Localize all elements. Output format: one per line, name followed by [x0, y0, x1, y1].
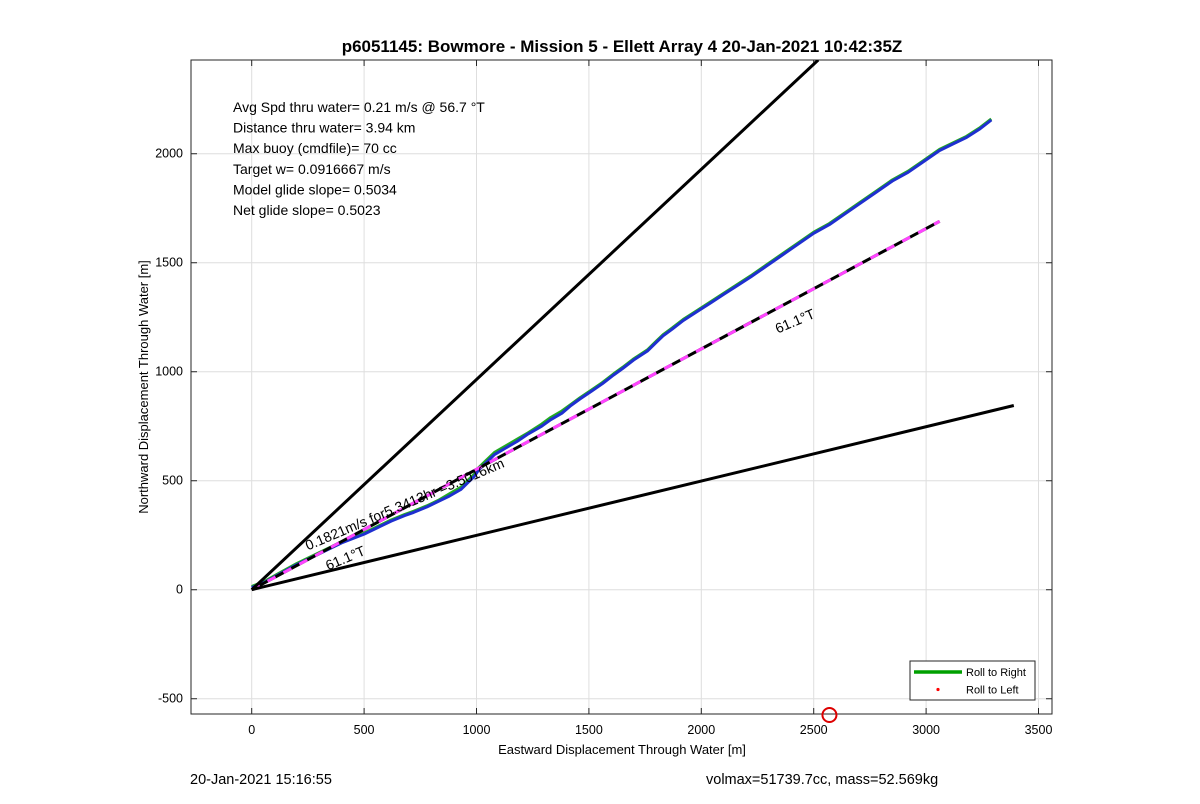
- legend-label: Roll to Left: [966, 685, 1019, 697]
- y-tick-label: 500: [162, 474, 183, 488]
- y-axis-label: Northward Displacement Through Water [m]: [136, 260, 151, 514]
- series-cone-upper: [250, 60, 820, 591]
- stat-line: Avg Spd thru water= 0.21 m/s @ 56.7 °T: [233, 99, 485, 115]
- legend-box: [909, 660, 1036, 701]
- x-tick-label: 2000: [687, 723, 715, 737]
- stat-line: Net glide slope= 0.5023: [233, 202, 381, 218]
- plot-area: 0 500 1000 1500 2000 2500 3000 3500 -500 0 500 1000…: [155, 59, 1053, 737]
- stat-line: Target w= 0.0916667 m/s: [233, 161, 391, 177]
- stat-line: Model glide slope= 0.5034: [233, 181, 397, 197]
- legend-swatch-dot: [936, 687, 940, 692]
- x-tick-label: 0: [248, 723, 255, 737]
- y-tick-label: -500: [158, 692, 183, 706]
- annotation-label: 61.1°T: [773, 305, 818, 336]
- x-tick-label: 500: [354, 723, 375, 737]
- x-tick-label: 1500: [575, 723, 603, 737]
- series-heading-line-61-1-t: [250, 219, 941, 592]
- series-group: [250, 60, 1015, 592]
- y-tick-label: 1500: [155, 256, 183, 270]
- x-tick-label: 2500: [800, 723, 828, 737]
- y-tick-label: 0: [176, 583, 183, 597]
- axes-box: [190, 59, 1053, 715]
- footer-timestamp: 20-Jan-2021 15:16:55: [190, 772, 332, 788]
- x-tick-label: 1000: [463, 723, 491, 737]
- x-tick-label: 3500: [1025, 723, 1053, 737]
- series-track: [251, 118, 993, 589]
- series-heading-line-61-1-t-overlay: [250, 219, 941, 592]
- x-tick-label: 3000: [912, 723, 940, 737]
- x-axis-label: Eastward Displacement Through Water [m]: [498, 742, 746, 757]
- y-tick-label: 1000: [155, 365, 183, 379]
- stat-line: Max buoy (cmdfile)= 70 cc: [233, 140, 397, 156]
- position-marker-icon: [821, 707, 838, 723]
- series-cone-lower: [251, 404, 1015, 592]
- footer-mass-info: volmax=51739.7cc, mass=52.569kg: [706, 772, 939, 788]
- legend-label: Roll to Right: [966, 667, 1026, 679]
- stat-line: Distance thru water= 3.94 km: [233, 120, 415, 136]
- annotation-label: 0.1821m/s for5.3413hr =3.5016km: [303, 455, 507, 554]
- chart-title: p6051145: Bowmore - Mission 5 - Ellett A…: [342, 37, 903, 56]
- y-tick-label: 2000: [155, 147, 183, 161]
